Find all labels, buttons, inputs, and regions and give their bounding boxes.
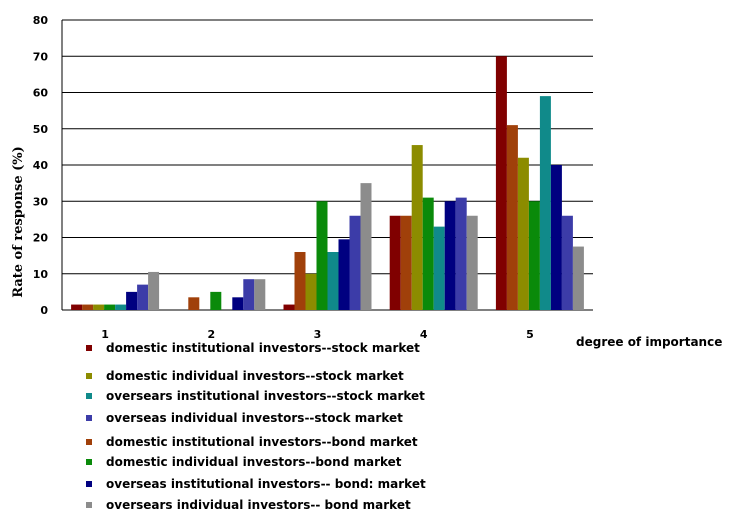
- bar: [283, 304, 295, 310]
- legend-swatch: [86, 459, 92, 465]
- legend-swatch: [86, 415, 92, 421]
- bar: [104, 304, 116, 310]
- bar: [444, 201, 456, 310]
- y-axis-ticks: 0 10 20 30 40 50 60 70 80: [33, 14, 49, 317]
- bar: [254, 279, 266, 310]
- bar: [561, 215, 573, 310]
- y-tick-label: 30: [33, 195, 49, 208]
- legend-swatch: [86, 439, 92, 445]
- bar: [232, 297, 244, 310]
- bar: [327, 252, 339, 310]
- bar: [528, 201, 540, 310]
- bar: [572, 246, 584, 310]
- bar: [495, 56, 507, 310]
- bar: [550, 165, 562, 310]
- bar: [400, 215, 412, 310]
- y-tick-label: 80: [33, 14, 49, 27]
- bar: [422, 197, 434, 310]
- legend-swatch: [86, 345, 92, 351]
- bar: [517, 157, 529, 310]
- y-tick-label: 0: [40, 304, 48, 317]
- bar: [93, 304, 105, 310]
- legend-label: domestic individual investors--stock mar…: [106, 369, 404, 383]
- legend-label: oversears institutional investors--stock…: [106, 389, 425, 403]
- y-tick-label: 70: [33, 50, 49, 63]
- bar: [466, 215, 478, 310]
- legend-swatch: [86, 393, 92, 399]
- bar: [305, 273, 317, 310]
- bar: [126, 291, 138, 310]
- legend-label: oversears individual investors-- bond ma…: [106, 498, 411, 512]
- bar: [82, 304, 94, 310]
- bar: [360, 183, 372, 310]
- x-tick-label: 1: [101, 328, 109, 341]
- bar: [389, 215, 401, 310]
- bar: [115, 304, 127, 310]
- legend-swatch: [86, 502, 92, 508]
- bar: [148, 271, 160, 310]
- bars: [71, 56, 584, 310]
- bar: [137, 284, 149, 310]
- legend-label: overseas individual investors--stock mar…: [106, 411, 403, 425]
- x-axis-label: degree of importance: [576, 335, 722, 349]
- y-tick-label: 60: [33, 87, 49, 100]
- bar: [455, 197, 467, 310]
- legend-label: overseas institutional investors-- bond:…: [106, 477, 426, 491]
- bar: [71, 304, 83, 310]
- bar: [188, 297, 200, 310]
- bar: [210, 291, 222, 310]
- x-tick-label: 3: [314, 328, 322, 341]
- bar: [316, 201, 328, 310]
- bar: [349, 215, 361, 310]
- bar: [338, 239, 350, 310]
- bar: [411, 145, 423, 310]
- bar: [539, 96, 551, 310]
- x-tick-label: 5: [526, 328, 534, 341]
- bar: [506, 125, 518, 310]
- bar: [294, 252, 306, 310]
- x-tick-label: 2: [207, 328, 215, 341]
- legend-swatch: [86, 373, 92, 379]
- y-tick-label: 40: [33, 159, 49, 172]
- x-tick-label: 4: [420, 328, 428, 341]
- y-tick-label: 10: [33, 268, 49, 281]
- bar: [433, 226, 445, 310]
- y-tick-label: 50: [33, 123, 49, 136]
- legend-label: domestic institutional investors--stock …: [106, 341, 420, 355]
- y-tick-label: 20: [33, 232, 49, 245]
- legend-swatch: [86, 481, 92, 487]
- y-axis-label: Rate of response (%): [11, 146, 26, 298]
- x-axis-ticks: 1 2 3 4 5: [101, 328, 533, 341]
- legend-label: domestic individual investors--bond mark…: [106, 455, 402, 469]
- legend-label: domestic institutional investors--bond m…: [106, 435, 418, 449]
- bar: [243, 279, 255, 310]
